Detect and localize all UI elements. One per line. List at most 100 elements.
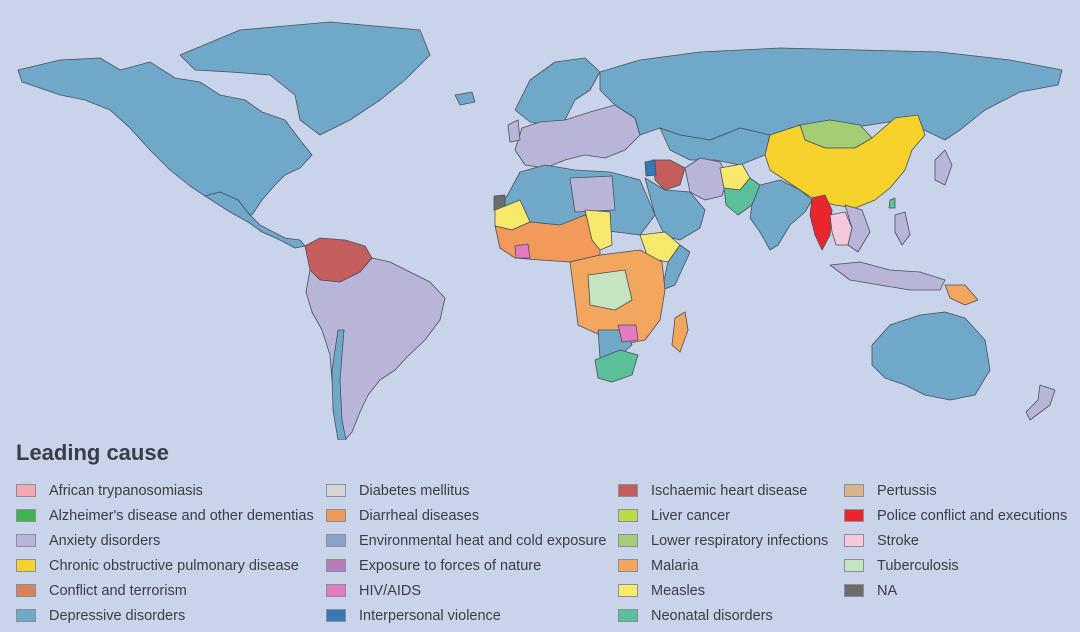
region-philippines — [894, 211, 911, 246]
legend-swatch — [16, 609, 36, 622]
region-iceland — [454, 91, 476, 106]
region-mozambique — [617, 324, 639, 343]
legend-item: Ischaemic heart disease — [618, 478, 828, 503]
legend-item: HIV/AIDS — [326, 578, 606, 603]
legend-label: Chronic obstructive pulmonary disease — [49, 557, 299, 574]
legend-label: Anxiety disorders — [49, 532, 161, 549]
region-chad — [584, 209, 613, 251]
legend-swatch — [16, 509, 36, 522]
legend-item: Diabetes mellitus — [326, 478, 606, 503]
legend-item: NA — [844, 578, 1067, 603]
legend-swatch — [326, 484, 346, 497]
legend-label: Diarrheal diseases — [359, 507, 480, 524]
region-australia — [871, 311, 991, 401]
region-indochina — [844, 204, 871, 253]
legend-swatch — [326, 534, 346, 547]
region-iraq — [651, 159, 686, 191]
legend-item: Environmental heat and cold exposure — [326, 528, 606, 553]
legend-swatch — [844, 534, 864, 547]
legend-swatch — [326, 609, 346, 622]
legend-title: Leading cause — [16, 440, 169, 465]
legend-label: Neonatal disorders — [651, 607, 773, 624]
legend-swatch — [16, 484, 36, 497]
legend-label: Environmental heat and cold exposure — [359, 532, 607, 549]
legend-item: Neonatal disorders — [618, 603, 828, 628]
legend-label: Lower respiratory infections — [651, 532, 829, 549]
region-south-africa — [594, 349, 639, 383]
region-north-america — [17, 57, 313, 216]
world-map — [17, 21, 1063, 440]
legend-column-3: Ischaemic heart disease Liver cancer Low… — [618, 478, 828, 628]
legend-swatch — [844, 484, 864, 497]
legend-swatch — [618, 509, 638, 522]
legend-label: Alzheimer's disease and other dementias — [49, 507, 314, 524]
legend-swatch — [326, 559, 346, 572]
region-libya — [569, 175, 616, 213]
legend-item: Pertussis — [844, 478, 1067, 503]
legend-column-2: Diabetes mellitus Diarrheal diseases Env… — [326, 478, 606, 628]
legend: African trypanosomiasis Alzheimer's dise… — [16, 478, 1080, 628]
legend-item: Anxiety disorders — [16, 528, 314, 553]
legend-label: Ischaemic heart disease — [651, 482, 808, 499]
region-madagascar — [671, 311, 689, 353]
region-chile — [331, 329, 347, 440]
legend-item: Alzheimer's disease and other dementias — [16, 503, 314, 528]
legend-item: African trypanosomiasis — [16, 478, 314, 503]
legend-swatch — [16, 584, 36, 597]
legend-item: Diarrheal diseases — [326, 503, 606, 528]
region-taiwan — [888, 197, 896, 209]
region-indonesia — [829, 261, 946, 291]
region-arabia — [644, 177, 706, 241]
legend-label: Tuberculosis — [877, 557, 959, 574]
legend-item: Measles — [618, 578, 828, 603]
region-japan — [934, 149, 953, 186]
legend-swatch — [618, 584, 638, 597]
legend-item: Depressive disorders — [16, 603, 314, 628]
legend-item: Exposure to forces of nature — [326, 553, 606, 578]
legend-label: HIV/AIDS — [359, 582, 422, 599]
region-india — [749, 179, 813, 251]
legend-swatch — [844, 584, 864, 597]
legend-column-4: Pertussis Police conflict and executions… — [844, 478, 1067, 603]
legend-label: Malaria — [651, 557, 699, 574]
legend-item: Liver cancer — [618, 503, 828, 528]
legend-column-1: African trypanosomiasis Alzheimer's dise… — [16, 478, 314, 628]
legend-item: Stroke — [844, 528, 1067, 553]
legend-label: Depressive disorders — [49, 607, 186, 624]
legend-label: NA — [877, 582, 898, 599]
legend-item: Interpersonal violence — [326, 603, 606, 628]
legend-label: Conflict and terrorism — [49, 582, 187, 599]
legend-item: Malaria — [618, 553, 828, 578]
region-greenland — [179, 21, 431, 136]
legend-label: African trypanosomiasis — [49, 482, 203, 499]
region-new-zealand — [1025, 384, 1056, 421]
region-china — [764, 114, 926, 209]
legend-label: Pertussis — [877, 482, 937, 499]
legend-swatch — [618, 609, 638, 622]
region-myanmar — [809, 194, 833, 251]
legend-swatch — [844, 509, 864, 522]
legend-item: Tuberculosis — [844, 553, 1067, 578]
legend-item: Chronic obstructive pulmonary disease — [16, 553, 314, 578]
legend-swatch — [16, 534, 36, 547]
region-syria — [644, 159, 657, 177]
region-central-america — [204, 191, 306, 249]
legend-swatch — [16, 559, 36, 572]
legend-swatch — [618, 559, 638, 572]
region-south-america — [305, 257, 446, 440]
legend-swatch — [618, 484, 638, 497]
legend-label: Interpersonal violence — [359, 607, 501, 624]
legend-label: Liver cancer — [651, 507, 730, 524]
legend-swatch — [844, 559, 864, 572]
region-uk — [507, 119, 521, 143]
legend-swatch — [326, 509, 346, 522]
legend-item: Police conflict and executions — [844, 503, 1067, 528]
legend-label: Stroke — [877, 532, 919, 549]
legend-swatch — [326, 584, 346, 597]
legend-label: Diabetes mellitus — [359, 482, 470, 499]
legend-item: Conflict and terrorism — [16, 578, 314, 603]
region-hiv-west — [514, 243, 531, 259]
legend-label: Police conflict and executions — [877, 507, 1068, 524]
legend-item: Lower respiratory infections — [618, 528, 828, 553]
region-papua-new-guinea — [944, 284, 979, 306]
